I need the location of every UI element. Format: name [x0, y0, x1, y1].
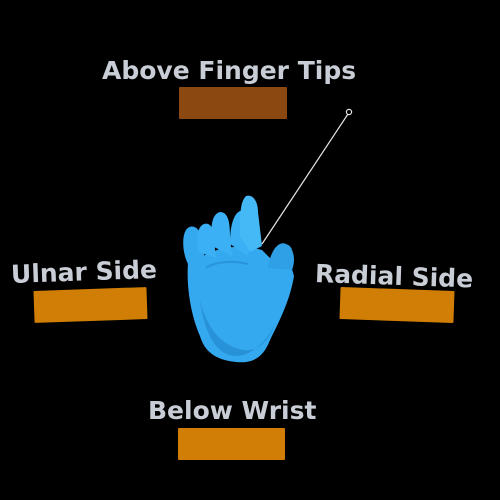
zone-below-wrist[interactable]: Below Wrist [140, 392, 330, 464]
zone-below-bar[interactable] [178, 428, 285, 460]
hand-icon[interactable] [183, 195, 294, 363]
zone-above-bar[interactable] [179, 87, 287, 119]
zone-below-label: Below Wrist [148, 396, 317, 425]
zone-above-label: Above Finger Tips [102, 56, 357, 85]
pointer-ray-icon [261, 108, 353, 245]
zone-above-finger-tips[interactable]: Above Finger Tips [95, 52, 370, 124]
